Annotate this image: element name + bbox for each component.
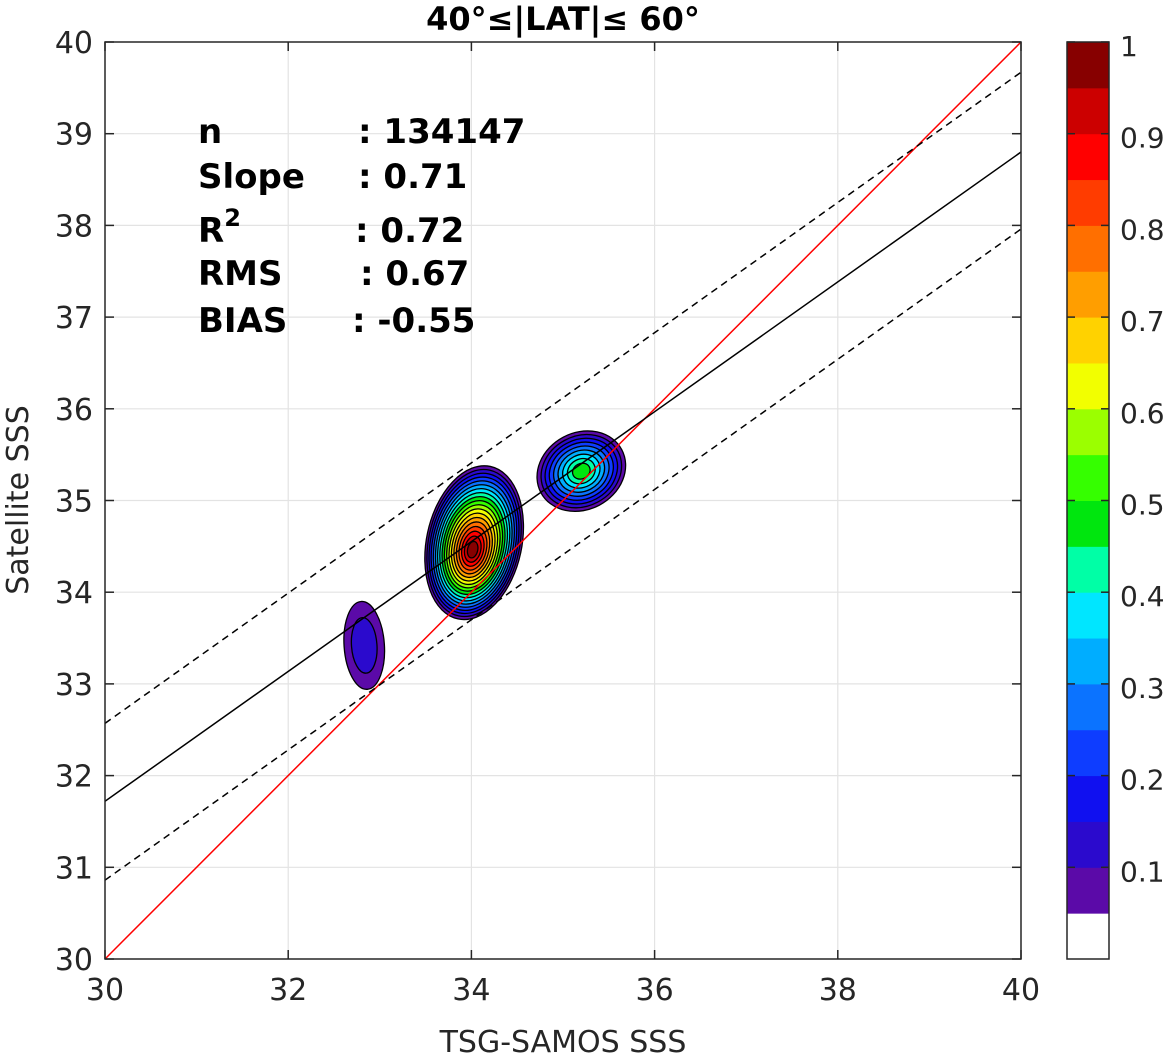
colorbar-tick-label: 0.8 (1120, 213, 1165, 246)
stat-value: : 0.71 (358, 157, 467, 197)
colorbar-segment (1067, 408, 1109, 456)
lower-bound-line (105, 228, 1021, 881)
axis-ticks: 30 32 34 36 38 40 30 31 32 33 34 35 36 37 38 39 40 (55, 26, 1040, 1008)
upper-bound-line (105, 71, 1021, 724)
colorbar-tick-label: 0.6 (1120, 397, 1165, 430)
colorbar-segment (1067, 225, 1109, 272)
stat-name: RMS (198, 254, 283, 294)
x-tick-label: 40 (1002, 973, 1040, 1008)
stats-box: n : 134147 Slope : 0.71 R2 : 0.72 RMS : 0.67 BIA… (198, 112, 525, 341)
colorbar-segment (1067, 133, 1109, 181)
regression-line (105, 151, 1021, 802)
cluster-1 (343, 600, 386, 690)
colorbar-segment (1067, 179, 1109, 226)
x-axis-label: TSG-SAMOS SSS (439, 1025, 687, 1055)
colorbar-segment (1067, 775, 1109, 822)
colorbar-tick-label: 0.5 (1120, 489, 1165, 522)
stat-value: : 134147 (358, 112, 525, 152)
colorbar-segment (1067, 317, 1109, 364)
colorbar-tick-label: 1 (1120, 30, 1138, 63)
colorbar-tick-label: 0.7 (1120, 305, 1165, 338)
colorbar-segment (1067, 500, 1109, 547)
x-tick-label: 30 (86, 973, 124, 1008)
y-tick-label: 37 (55, 301, 93, 336)
y-tick-label: 34 (55, 576, 93, 611)
fit-lines (105, 42, 1021, 959)
colorbar-segment (1067, 821, 1109, 868)
chart-title: 40°≤|LAT|≤ 60° (426, 0, 700, 39)
cluster-2 (424, 465, 525, 621)
colorbar-tick-label: 0.2 (1120, 764, 1165, 797)
colorbar-segment (1067, 638, 1109, 685)
y-tick-label: 33 (55, 668, 93, 703)
colorbar-segment (1067, 42, 1109, 89)
colorbar-tick-label: 0.3 (1120, 672, 1165, 705)
colorbar-segment (1067, 683, 1109, 731)
stat-name: Slope (198, 157, 305, 197)
stat-name: R2 (198, 204, 241, 251)
colorbar-tick-label: 0.9 (1120, 122, 1165, 155)
y-tick-label: 30 (55, 943, 93, 978)
y-tick-label: 38 (55, 209, 93, 244)
contour-level (350, 616, 378, 674)
stat-value: : 0.72 (355, 211, 464, 251)
colorbar: 0.1 0.2 0.3 0.4 0.5 0.6 0.7 0.8 0.9 1 (1066, 30, 1165, 960)
colorbar-segment (1067, 592, 1109, 639)
x-tick-label: 34 (452, 973, 490, 1008)
colorbar-segment (1067, 729, 1109, 777)
y-tick-label: 32 (55, 760, 93, 795)
colorbar-segment (1067, 362, 1109, 410)
colorbar-segment (1067, 546, 1109, 593)
colorbar-segment (1067, 87, 1109, 135)
y-tick-label: 39 (55, 118, 93, 153)
x-tick-label: 36 (636, 973, 674, 1008)
colorbar-segment (1067, 271, 1109, 318)
colorbar-tick-label: 0.4 (1120, 580, 1165, 613)
stat-name: BIAS (198, 301, 287, 341)
y-tick-label: 31 (55, 851, 93, 886)
y-tick-label: 40 (55, 26, 93, 61)
x-tick-label: 32 (269, 973, 307, 1008)
cluster-3 (536, 430, 627, 513)
x-tick-label: 38 (819, 973, 857, 1008)
y-tick-label: 35 (55, 485, 93, 520)
one-to-one-line (105, 42, 1021, 959)
colorbar-segment (1067, 867, 1109, 914)
colorbar-segment (1067, 913, 1109, 960)
contour-level (466, 540, 479, 559)
y-axis-label: Satellite SSS (1, 405, 36, 595)
density-contours (343, 430, 627, 690)
stat-value: : -0.55 (352, 301, 475, 341)
stat-value: : 0.67 (360, 254, 469, 294)
colorbar-tick-label: 0.1 (1120, 855, 1165, 888)
colorbar-segment (1067, 454, 1109, 501)
y-tick-label: 36 (55, 393, 93, 428)
stat-name: n (198, 112, 222, 152)
